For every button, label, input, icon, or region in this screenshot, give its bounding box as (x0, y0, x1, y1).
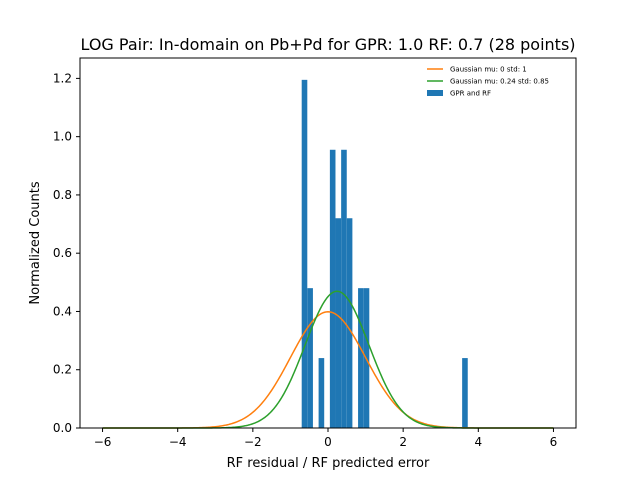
histogram-bar (301, 79, 308, 428)
chart-title: LOG Pair: In-domain on Pb+Pd for GPR: 1.… (80, 35, 575, 54)
histogram-bar (346, 218, 353, 428)
y-tick-label: 0.6 (53, 246, 72, 260)
x-axis-ticks: −6 −4 −2 0 2 4 6 (94, 428, 558, 449)
histogram-bar (335, 218, 342, 428)
x-tick-label: 2 (399, 435, 407, 449)
x-tick-label: −2 (244, 435, 262, 449)
x-tick-label: 4 (474, 435, 482, 449)
y-tick-label: 1.0 (53, 130, 72, 144)
y-tick-label: 1.2 (53, 71, 72, 85)
histogram-bar (329, 149, 336, 428)
histogram-bar (318, 358, 325, 428)
x-tick-label: 6 (550, 435, 558, 449)
y-axis-ticks: 0.0 0.2 0.4 0.6 0.8 1.0 1.2 (53, 71, 80, 435)
y-axis-label: Normalized Counts (28, 181, 43, 304)
legend-label: Gaussian mu: 0 std: 1 (450, 66, 527, 74)
legend-label: Gaussian mu: 0.24 std: 0.85 (450, 78, 549, 86)
x-tick-label: 0 (324, 435, 332, 449)
y-tick-label: 0.4 (53, 304, 72, 318)
x-tick-label: −6 (94, 435, 112, 449)
y-tick-label: 0.0 (53, 421, 72, 435)
legend-label: GPR and RF (450, 90, 491, 98)
x-tick-label: −4 (169, 435, 187, 449)
histogram-bar (462, 358, 468, 428)
y-tick-label: 0.2 (53, 363, 72, 377)
x-axis-label: RF residual / RF predicted error (227, 456, 430, 471)
histogram-bar (341, 149, 347, 428)
y-tick-label: 0.8 (53, 188, 72, 202)
legend: Gaussian mu: 0 std: 1 Gaussian mu: 0.24 s… (427, 66, 549, 98)
legend-swatch (427, 90, 443, 96)
histogram-bar (307, 288, 313, 428)
histogram-bar (358, 288, 364, 428)
